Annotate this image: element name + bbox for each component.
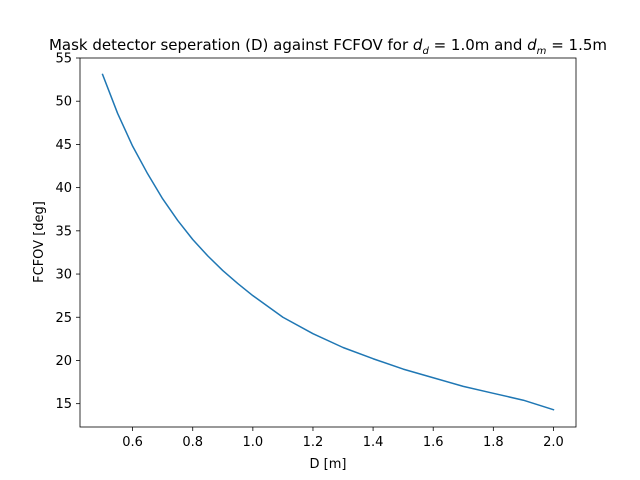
y-tick-label: 35 — [55, 224, 72, 239]
x-tick-label: 1.4 — [363, 435, 384, 450]
x-tick-label: 0.6 — [122, 435, 143, 450]
y-tick-label: 50 — [55, 95, 72, 110]
x-tick-label: 1.6 — [423, 435, 444, 450]
x-axis-ticks: 0.6 0.8 1.0 1.2 1.4 1.6 1.8 2.0 — [122, 427, 564, 450]
y-tick-label: 30 — [55, 268, 72, 283]
x-axis-label: D [m] — [310, 457, 347, 472]
plot-area — [101, 73, 555, 411]
y-tick-label: 20 — [55, 354, 72, 369]
x-tick-label: 0.8 — [182, 435, 203, 450]
y-axis-ticks: 15 20 25 30 35 40 45 50 55 — [55, 52, 80, 412]
x-tick-label: 1.0 — [243, 435, 264, 450]
chart-title: Mask detector seperation (D) against FCF… — [49, 36, 607, 57]
y-axis-label: FCFOV [deg] — [32, 201, 47, 283]
y-tick-label: 40 — [55, 181, 72, 196]
x-tick-label: 2.0 — [543, 435, 564, 450]
y-tick-label: 45 — [55, 138, 72, 153]
y-tick-label: 15 — [55, 397, 72, 412]
axes-frame — [79, 57, 577, 428]
y-tick-label: 25 — [55, 311, 72, 326]
x-tick-label: 1.2 — [303, 435, 324, 450]
x-tick-label: 1.8 — [483, 435, 504, 450]
series-line — [101, 73, 555, 411]
y-tick-label: 55 — [55, 52, 72, 67]
